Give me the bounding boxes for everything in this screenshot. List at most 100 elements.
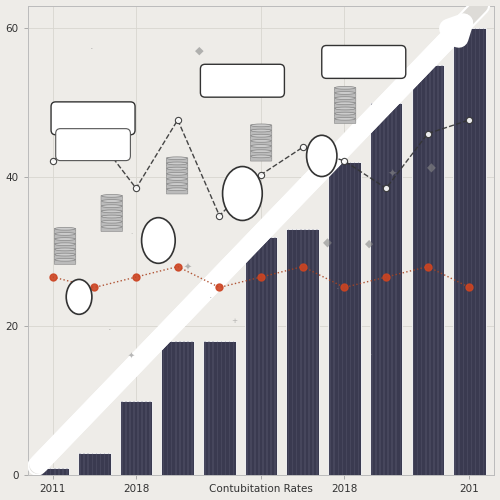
Bar [228, 341, 230, 475]
Bar [171, 341, 172, 475]
Bar [286, 230, 319, 476]
Bar [429, 65, 430, 476]
Text: ·: · [90, 44, 93, 54]
Text: ✦: ✦ [128, 351, 135, 360]
Bar [375, 102, 376, 476]
Text: ✦: ✦ [387, 168, 396, 178]
Text: ◆: ◆ [323, 237, 332, 250]
Bar [328, 162, 360, 476]
Text: $: $ [236, 184, 248, 202]
Bar [437, 65, 438, 476]
Bar [191, 341, 193, 475]
Bar [308, 230, 310, 476]
Bar [453, 28, 486, 475]
Bar [92, 453, 93, 475]
Text: $: $ [153, 233, 164, 248]
Bar [466, 28, 468, 475]
Text: ◆: ◆ [428, 162, 436, 175]
Bar [330, 162, 331, 476]
Bar [46, 468, 48, 475]
Bar [216, 341, 218, 475]
Bar [262, 237, 264, 476]
Bar [250, 237, 252, 476]
Bar [371, 102, 372, 476]
Bar [354, 162, 356, 476]
Bar [203, 341, 235, 475]
Bar [142, 401, 143, 475]
Bar [62, 468, 64, 475]
Bar [370, 102, 402, 476]
Bar [50, 468, 51, 475]
Bar [316, 230, 318, 476]
Bar [233, 341, 234, 475]
Text: $: $ [314, 146, 329, 166]
Bar [312, 230, 314, 476]
Text: ·: · [370, 352, 373, 360]
Bar [162, 341, 164, 475]
Bar [212, 341, 214, 475]
Bar [296, 230, 298, 476]
Bar [342, 162, 343, 476]
Bar [412, 65, 444, 476]
Bar [379, 102, 381, 476]
Bar [396, 102, 397, 476]
Bar [108, 453, 110, 475]
Bar [80, 453, 81, 475]
Text: ——: —— [232, 76, 252, 86]
Bar [187, 341, 188, 475]
Bar [245, 237, 278, 476]
Bar [334, 162, 335, 476]
Bar [338, 162, 339, 476]
Bar [129, 401, 131, 475]
Bar [100, 453, 102, 475]
Bar [179, 341, 180, 475]
Bar [266, 237, 268, 476]
Bar [292, 230, 294, 476]
Bar [274, 237, 276, 476]
Text: ✦: ✦ [184, 263, 192, 273]
Bar [88, 453, 89, 475]
Text: ·: · [208, 292, 212, 302]
Bar [54, 468, 56, 475]
Bar [270, 237, 272, 476]
Bar [104, 453, 106, 475]
Bar [483, 28, 484, 475]
Text: $: $ [74, 290, 84, 304]
Bar [258, 237, 260, 476]
Bar [417, 65, 418, 476]
Bar [384, 102, 385, 476]
Text: ·: · [130, 231, 132, 237]
Text: +: + [231, 318, 237, 324]
Text: ◆: ◆ [195, 46, 203, 56]
Bar [358, 162, 360, 476]
Bar [425, 65, 426, 476]
Bar [36, 468, 69, 475]
Bar [58, 468, 59, 475]
Bar [433, 65, 434, 476]
Text: ·: · [336, 284, 339, 294]
Bar [421, 65, 422, 476]
Bar [42, 468, 43, 475]
Bar [441, 65, 443, 476]
Bar [346, 162, 348, 476]
Text: ·: · [114, 148, 117, 161]
Bar [462, 28, 464, 475]
Text: SRK, 007: SRK, 007 [76, 140, 110, 149]
Bar [300, 230, 302, 476]
Bar [224, 341, 226, 475]
Bar [96, 453, 97, 475]
Bar [392, 102, 393, 476]
Bar [204, 341, 206, 475]
Bar [125, 401, 126, 475]
Text: ◆: ◆ [366, 238, 374, 248]
Bar [400, 102, 401, 476]
Bar [66, 468, 68, 475]
Bar [183, 341, 184, 475]
Bar [208, 341, 210, 475]
Bar [162, 341, 194, 475]
Bar [246, 237, 248, 476]
Text: ·: · [108, 324, 112, 334]
Bar [412, 65, 414, 476]
Bar [350, 162, 352, 476]
Bar [479, 28, 480, 475]
